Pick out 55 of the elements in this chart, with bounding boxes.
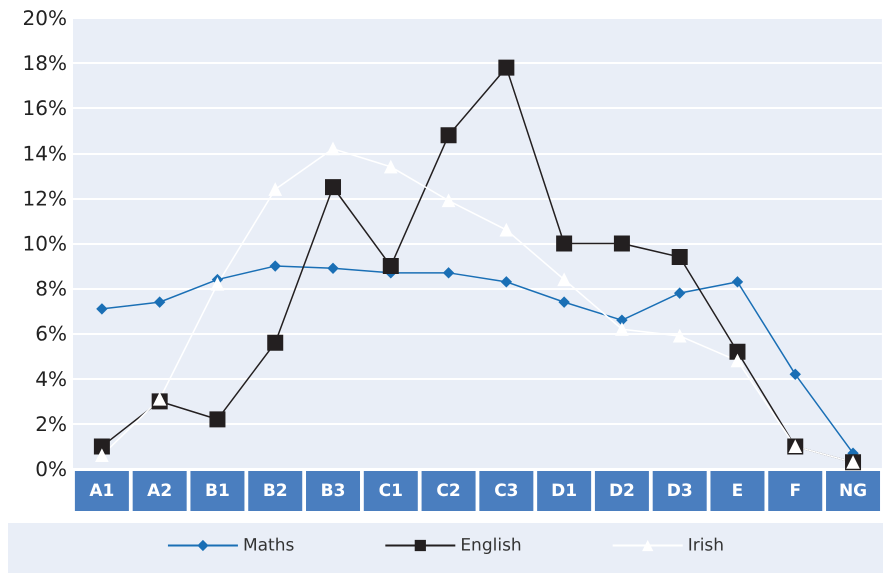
- point: [153, 392, 166, 406]
- x-tick-label: B2: [262, 481, 288, 501]
- point: [730, 354, 744, 368]
- x-tick-label: F: [789, 481, 802, 501]
- point: [616, 314, 628, 326]
- x-tick-label: D1: [551, 481, 578, 501]
- y-tick-label: 0%: [35, 457, 67, 481]
- y-tick-label: 4%: [35, 366, 67, 391]
- x-tick-label: E: [732, 481, 744, 501]
- legend-label: English: [460, 536, 522, 556]
- point: [210, 278, 224, 291]
- x-tick-label: D3: [666, 481, 693, 501]
- y-tick-label: 18%: [22, 51, 67, 76]
- y-tick-label: 14%: [22, 141, 67, 166]
- x-tick-label: C3: [494, 481, 519, 501]
- point: [732, 276, 743, 288]
- y-tick-label: 20%: [22, 6, 67, 30]
- y-tick-label: 12%: [22, 186, 67, 210]
- x-tick-label: C2: [436, 481, 461, 501]
- point: [615, 322, 628, 336]
- point: [674, 288, 686, 299]
- point: [556, 236, 572, 252]
- point: [558, 296, 570, 308]
- y-tick-label: 16%: [22, 96, 67, 120]
- point: [382, 258, 399, 274]
- x-tick-label: A1: [89, 481, 114, 501]
- x-tick-label: C1: [378, 481, 403, 501]
- y-tick-label: 6%: [35, 322, 67, 346]
- y-tick-label: 2%: [35, 412, 67, 436]
- x-tick-label: B1: [205, 481, 230, 501]
- x-tick-label: D2: [608, 481, 635, 501]
- point: [790, 368, 801, 380]
- point: [498, 60, 514, 76]
- point: [95, 448, 108, 462]
- y-tick-label: 8%: [35, 276, 67, 301]
- point: [672, 249, 688, 266]
- point: [325, 179, 342, 196]
- legend-label: Irish: [688, 536, 724, 556]
- point: [443, 267, 454, 278]
- y-tick-label: 10%: [22, 232, 67, 256]
- legend-label: Maths: [242, 536, 294, 556]
- point: [154, 296, 166, 308]
- point: [94, 438, 110, 454]
- point: [440, 127, 457, 144]
- point: [614, 236, 630, 252]
- x-tick-label: B3: [320, 481, 346, 501]
- point: [328, 262, 339, 274]
- point: [96, 303, 108, 314]
- point: [500, 276, 512, 288]
- point: [267, 334, 284, 351]
- point: [270, 260, 281, 272]
- point: [729, 344, 746, 360]
- point: [209, 411, 226, 428]
- x-tick-label: A2: [147, 481, 172, 501]
- x-tick-label: NG: [838, 481, 868, 501]
